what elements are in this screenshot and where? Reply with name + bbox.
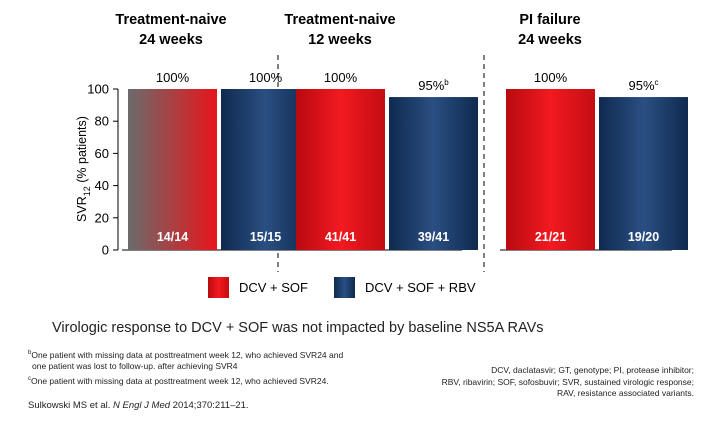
abbreviations-line2: RBV, ribavirin; SOF, sofosbuvir; SVR, su… [441, 376, 694, 387]
bar [389, 97, 478, 250]
group-title-line2: 12 weeks [308, 32, 372, 48]
abbreviations: DCV, daclatasvir; GT, genotype; PI, prot… [354, 365, 694, 400]
y-tick-label: 40 [95, 178, 109, 193]
group-title-line1: PI failure [519, 12, 580, 28]
reference-rest: 2014;370:211–21. [170, 400, 249, 411]
legend: DCV + SOF DCV + SOF + RBV [208, 277, 502, 298]
bar [296, 89, 385, 250]
group-title-line2: 24 weeks [518, 32, 582, 48]
bar [506, 89, 595, 250]
bar-count-label: 14/14 [157, 230, 188, 244]
bar [221, 89, 310, 250]
bar-value-footnote-marker: b [444, 78, 449, 87]
bar-value-label: 95%c [628, 78, 658, 93]
bar-value-text: 100% [534, 70, 568, 85]
y-tick-label: 60 [95, 146, 109, 161]
legend-label-dcv-sof-rbv: DCV + SOF + RBV [365, 280, 476, 295]
y-axis-label: SVR12 (% patients) [75, 116, 92, 222]
bar-value-label: 100% [156, 70, 190, 85]
bar-value-label: 100% [324, 70, 358, 85]
footnote-b: bOne patient with missing data at posttr… [28, 348, 343, 373]
bar-count-label: 15/15 [250, 230, 281, 244]
legend-label-dcv-sof: DCV + SOF [239, 280, 308, 295]
headline-text: Virologic response to DCV + SOF was not … [52, 320, 544, 336]
group-title-line1: Treatment-naive [115, 12, 226, 28]
bar-value-label: 100% [534, 70, 568, 85]
bar-value-text: 100% [324, 70, 358, 85]
abbreviations-line1: DCV, daclatasvir; GT, genotype; PI, prot… [491, 365, 694, 375]
y-tick-label: 100 [87, 82, 109, 97]
legend-swatch-dcv-sof [208, 277, 229, 298]
legend-item-dcv-sof-rbv: DCV + SOF + RBV [334, 277, 476, 298]
group-title-line1: Treatment-naive [284, 12, 395, 28]
bar-value-label: 100% [249, 70, 283, 85]
bar-count-label: 41/41 [325, 230, 356, 244]
bar-count-label: 39/41 [418, 230, 449, 244]
abbreviations-line3: RAV, resistance associated variants. [556, 388, 694, 398]
svr-bar-chart: 0 20 40 60 80 100 SVR12 (% patients) 100% 14/14… [75, 12, 688, 272]
footnote-c-line1: One patient with missing data at posttre… [31, 375, 329, 386]
footnote-c: cOne patient with missing data at posttr… [28, 374, 329, 387]
bar-value-label: 95%b [418, 78, 449, 93]
y-tick-label: 80 [95, 114, 109, 129]
y-axis-label-rest: (% patients) [75, 116, 89, 186]
bar-value-text: 95% [418, 78, 444, 93]
bar-value-footnote-marker: c [655, 78, 659, 87]
bar-value-text: 95% [628, 78, 654, 93]
footnote-b-line2: one patient was lost to follow-up. after… [32, 361, 238, 372]
reference-authors: Sulkowski MS et al. [28, 400, 113, 411]
reference-journal: N Engl J Med [113, 400, 171, 411]
reference-citation: Sulkowski MS et al. N Engl J Med 2014;37… [28, 400, 249, 411]
footnote-b-marker: b [28, 350, 32, 356]
bar [128, 89, 217, 250]
bar-value-text: 100% [249, 70, 283, 85]
y-axis-label-main: SVR [75, 196, 89, 222]
bar-count-label: 21/21 [535, 230, 566, 244]
y-tick-label: 20 [95, 210, 109, 225]
y-axis-label-subscript: 12 [82, 186, 92, 196]
y-tick-label: 0 [102, 243, 109, 258]
bar-value-text: 100% [156, 70, 190, 85]
legend-item-dcv-sof: DCV + SOF [208, 277, 308, 298]
footnote-c-marker: c [28, 376, 31, 382]
legend-swatch-dcv-sof-rbv [334, 277, 355, 298]
bar [599, 97, 688, 250]
footnote-b-line1: One patient with missing data at posttre… [31, 349, 344, 360]
group-title-line2: 24 weeks [139, 32, 203, 48]
bar-count-label: 19/20 [628, 230, 659, 244]
